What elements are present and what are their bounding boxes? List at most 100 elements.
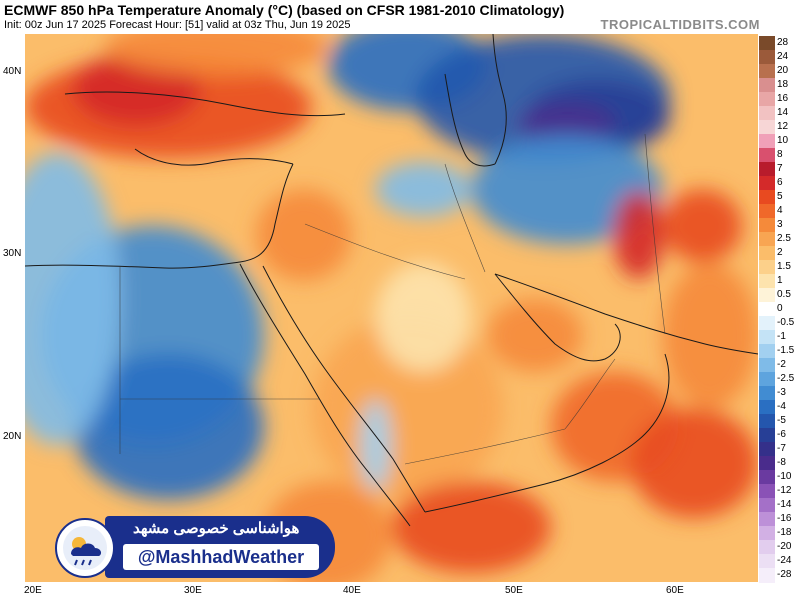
colorbar-label: -16: [777, 513, 792, 524]
black-sea-coast: [64, 91, 346, 117]
colorbar-level: 18: [759, 78, 800, 93]
colorbar-swatch: [759, 498, 775, 513]
colorbar-swatch: [759, 288, 775, 303]
colorbar-swatch: [759, 148, 775, 163]
colorbar-swatch: [759, 330, 775, 345]
anomaly-field: [25, 34, 758, 582]
colorbar-swatch: [759, 456, 775, 471]
colorbar-level: -10: [759, 470, 800, 485]
anomaly-region-iran-cold: [471, 134, 663, 245]
iraq-iran-border: [444, 163, 486, 273]
colorbar-label: -2: [777, 359, 786, 370]
colorbar-level: 4: [759, 204, 800, 219]
colorbar-label: -10: [777, 471, 792, 482]
anomaly-region-arabian-sea-hot: [630, 408, 758, 519]
colorbar-swatch: [759, 414, 775, 429]
colorbar-level: -1.5: [759, 344, 800, 359]
colorbar-swatch: [759, 78, 775, 93]
colorbar-label: 0: [777, 303, 783, 314]
colorbar-level: 8: [759, 148, 800, 163]
colorbar-swatch: [759, 540, 775, 555]
colorbar-label: 6: [777, 177, 783, 188]
map-subtitle: Init: 00z Jun 17 2025 Forecast Hour: [51…: [4, 19, 351, 31]
colorbar-swatch: [759, 50, 775, 65]
colorbar-label: 1: [777, 275, 783, 286]
lat-label-20n: 20N: [3, 431, 22, 442]
colorbar-swatch: [759, 134, 775, 149]
colorbar-swatch: [759, 218, 775, 233]
colorbar-label: -12: [777, 485, 792, 496]
colorbar-swatch: [759, 344, 775, 359]
colorbar-label: -20: [777, 541, 792, 552]
anomaly-region-arabia-warm: [311, 317, 504, 500]
colorbar-label: -1.5: [777, 345, 795, 356]
colorbar-label: -3: [777, 387, 786, 398]
colorbar-swatch: [759, 568, 775, 583]
colorbar-swatch: [759, 358, 775, 373]
red-sea-east-coast: [262, 265, 426, 513]
colorbar-swatch: [759, 400, 775, 415]
red-sea-west-coast: [239, 263, 411, 527]
map-title: ECMWF 850 hPa Temperature Anomaly (°C) (…: [4, 2, 565, 18]
colorbar-level: -0.5: [759, 316, 800, 331]
colorbar-label: -5: [777, 415, 786, 426]
colorbar-level: -7: [759, 442, 800, 457]
colorbar-label: 10: [777, 135, 789, 146]
colorbar-level: 1: [759, 274, 800, 289]
coastlines: [25, 34, 758, 527]
colorbar-swatch: [759, 92, 775, 107]
colorbar-swatch: [759, 428, 775, 443]
colorbar-label: -8: [777, 457, 786, 468]
country-borders: [119, 133, 666, 465]
colorbar-swatch: [759, 442, 775, 457]
anomaly-region-libya-cool: [25, 152, 121, 445]
colorbar-level: 10: [759, 134, 800, 149]
colorbar-swatch: [759, 232, 775, 247]
watermark-handle: @MashhadWeather: [123, 544, 319, 570]
colorbar-level: -28: [759, 568, 800, 583]
colorbar-label: -24: [777, 555, 792, 566]
colorbar-label: 5: [777, 191, 783, 202]
weather-logo-icon: [55, 518, 115, 578]
colorbar-swatch: [759, 204, 775, 219]
lon-label-30e: 30E: [184, 585, 202, 596]
colorbar-label: 14: [777, 107, 789, 118]
colorbar-label: 2: [777, 247, 783, 258]
lon-label-20e: 20E: [24, 585, 42, 596]
colorbar-swatch: [759, 246, 775, 261]
colorbar-swatch: [759, 526, 775, 541]
colorbar-swatch: [759, 64, 775, 79]
colorbar-level: -1: [759, 330, 800, 345]
turkey-south-coast: [134, 148, 294, 166]
colorbar-level: -18: [759, 526, 800, 541]
colorbar-swatch: [759, 302, 775, 317]
colorbar-label: 1.5: [777, 261, 791, 272]
map-header: ECMWF 850 hPa Temperature Anomaly (°C) (…: [0, 0, 800, 34]
colorbar-legend: 28 24 20 18 16 14 12 10 8 7 6 5 4 3 2.5 2 1.5 1 0.5 0 -0.5 -1…: [759, 36, 800, 583]
colorbar-label: -1: [777, 331, 786, 342]
colorbar-label: -18: [777, 527, 792, 538]
colorbar-level: 28: [759, 36, 800, 51]
colorbar-label: -2.5: [777, 373, 795, 384]
colorbar-level: -8: [759, 456, 800, 471]
colorbar-level: -3: [759, 386, 800, 401]
colorbar-swatch: [759, 260, 775, 275]
anomaly-region-levant-warm: [256, 189, 352, 281]
lon-label-40e: 40E: [343, 585, 361, 596]
temperature-anomaly-map: [25, 34, 758, 582]
anomaly-region-sudan-cold: [72, 353, 265, 500]
colorbar-swatch: [759, 106, 775, 121]
colorbar-level: 5: [759, 190, 800, 205]
colorbar-label: 0.5: [777, 289, 791, 300]
anomaly-region-iraq-cold: [375, 161, 472, 217]
colorbar-label: 20: [777, 65, 789, 76]
colorbar-label: -6: [777, 429, 786, 440]
colorbar-level: -12: [759, 484, 800, 499]
persian-gulf-coast: [494, 273, 621, 362]
colorbar-level: 0.5: [759, 288, 800, 303]
colorbar-label: 3: [777, 219, 783, 230]
colorbar-level: 20: [759, 64, 800, 79]
colorbar-level: -16: [759, 512, 800, 527]
anomaly-region-black-sea-warm: [104, 34, 328, 77]
colorbar-level: -14: [759, 498, 800, 513]
